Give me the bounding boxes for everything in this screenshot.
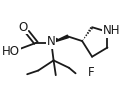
Text: N: N (47, 35, 56, 48)
Text: O: O (18, 21, 27, 34)
Text: F: F (88, 66, 95, 79)
Polygon shape (51, 35, 69, 43)
Text: HO: HO (2, 45, 20, 58)
Text: NH: NH (103, 24, 120, 37)
